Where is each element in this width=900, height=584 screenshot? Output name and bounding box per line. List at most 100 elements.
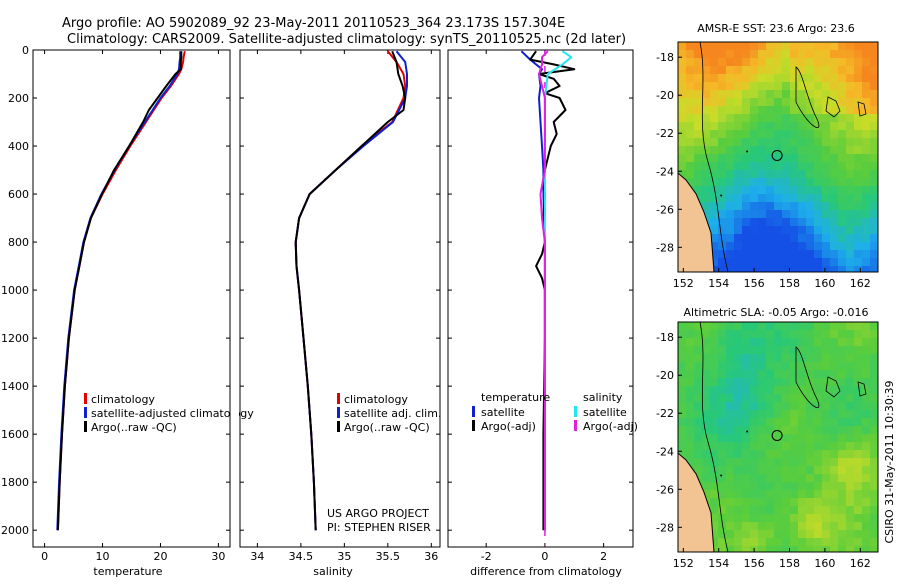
map-sla-cell xyxy=(870,490,878,499)
map-sst-cell xyxy=(814,106,823,115)
map-sst-cell xyxy=(702,98,711,107)
map-sla-cell xyxy=(798,330,807,339)
map-sst-cell xyxy=(806,154,815,163)
map-sla-cell xyxy=(750,330,759,339)
map-sst-cell xyxy=(782,202,791,211)
map-sst-cell xyxy=(750,106,759,115)
map-sla-seamount-contour xyxy=(857,381,867,397)
map-sst-cell xyxy=(742,210,751,219)
map-sla-cell xyxy=(822,538,831,547)
map-sst-cell xyxy=(774,106,783,115)
map-sla-cell xyxy=(870,530,878,539)
map-sla-cell xyxy=(734,458,743,467)
map-sla-cell xyxy=(790,514,799,523)
map-sst-cell xyxy=(766,226,775,235)
map-sla-cell xyxy=(734,402,743,411)
map-sla-cell xyxy=(838,354,847,363)
map-sla-cell xyxy=(758,426,767,435)
map-sla-cell xyxy=(702,338,711,347)
difference-series-salinity-argo-adj xyxy=(538,50,549,531)
temperature-series-satellite-adjusted-climatology xyxy=(56,51,182,531)
map-sla-ytick-label: -26 xyxy=(656,483,674,496)
map-sla-cell xyxy=(766,506,775,515)
map-sst-cell xyxy=(774,202,783,211)
map-sla-cell xyxy=(830,370,839,379)
map-sst-land xyxy=(678,172,715,272)
map-sst-cell xyxy=(870,74,878,83)
map-sla-cell xyxy=(686,330,695,339)
map-sst-cell xyxy=(774,242,783,251)
map-sst-cell xyxy=(854,42,863,51)
map-sst-cell xyxy=(782,58,791,67)
map-sst-cell xyxy=(726,186,735,195)
map-sla-cell xyxy=(758,482,767,491)
map-sst-contour xyxy=(699,42,729,272)
difference-series-salinity-satellite xyxy=(543,50,573,531)
map-sla-cell xyxy=(870,426,878,435)
map-sla-cell xyxy=(798,546,807,552)
map-sla-cell xyxy=(702,370,711,379)
map-sst-cell xyxy=(830,250,839,259)
map-sla-cell xyxy=(694,466,703,475)
map-sst-cell xyxy=(774,194,783,203)
map-sla-cell xyxy=(822,490,831,499)
map-sst-cell xyxy=(782,218,791,227)
map-sla-cell xyxy=(822,338,831,347)
map-sst-cell xyxy=(686,74,695,83)
map-sst-cell xyxy=(798,122,807,131)
map-sla-cell xyxy=(742,466,751,475)
temperature-ytick-label: 400 xyxy=(8,140,29,153)
map-sla-cell xyxy=(846,546,855,552)
map-sst-cell xyxy=(758,66,767,75)
map-sla-cell xyxy=(726,466,735,475)
map-sla-cell xyxy=(846,434,855,443)
map-sst-cell xyxy=(758,234,767,243)
map-sla-cell xyxy=(678,402,687,411)
map-sst-cell xyxy=(830,66,839,75)
map-sla-cell xyxy=(814,530,823,539)
map-sla-xtick-label: 158 xyxy=(779,557,800,570)
side-stamp: CSIRO 31-May-2011 10:30:39 xyxy=(883,380,896,543)
map-sst-cell xyxy=(694,58,703,67)
map-sst-cell xyxy=(822,122,831,131)
map-sla-cell xyxy=(806,362,815,371)
map-sla-cell xyxy=(718,506,727,515)
map-sla-cell xyxy=(702,426,711,435)
map-sst-cell xyxy=(838,226,847,235)
map-sst-cell xyxy=(766,50,775,59)
map-sla-cell xyxy=(814,482,823,491)
map-sla-cell xyxy=(734,410,743,419)
map-sst-cell xyxy=(806,122,815,131)
map-sla-cell xyxy=(750,514,759,523)
map-sst-cell xyxy=(766,210,775,219)
map-sla-cell xyxy=(774,338,783,347)
map-sst-cell xyxy=(774,90,783,99)
map-sla-cell xyxy=(798,482,807,491)
map-sst-cell xyxy=(766,266,775,272)
map-sst-cell xyxy=(830,210,839,219)
map-sla-cell xyxy=(846,514,855,523)
map-sla-cell xyxy=(782,442,791,451)
map-sla-cell xyxy=(750,402,759,411)
map-sst-cell xyxy=(790,162,799,171)
map-sla-cell xyxy=(774,482,783,491)
map-sst-cell xyxy=(862,98,871,107)
map-sla-cell xyxy=(718,522,727,531)
map-sst-cell xyxy=(782,106,791,115)
legend-swatch-sal-argo xyxy=(574,420,577,431)
map-sla-cell xyxy=(734,426,743,435)
map-sst-cell xyxy=(686,162,695,171)
map-sst-cell xyxy=(790,226,799,235)
map-sla-ytick-label: -22 xyxy=(656,407,674,420)
map-sst-cell xyxy=(782,98,791,107)
map-sst-cell xyxy=(806,58,815,67)
map-sst-cell xyxy=(814,250,823,259)
map-sla-cell xyxy=(758,362,767,371)
map-sla-cell xyxy=(862,442,871,451)
map-sst-xtick-label: 158 xyxy=(779,277,800,290)
map-sla-cell xyxy=(822,450,831,459)
map-sla-cell xyxy=(862,330,871,339)
map-sla-cell xyxy=(790,522,799,531)
map-sst-cell xyxy=(774,226,783,235)
